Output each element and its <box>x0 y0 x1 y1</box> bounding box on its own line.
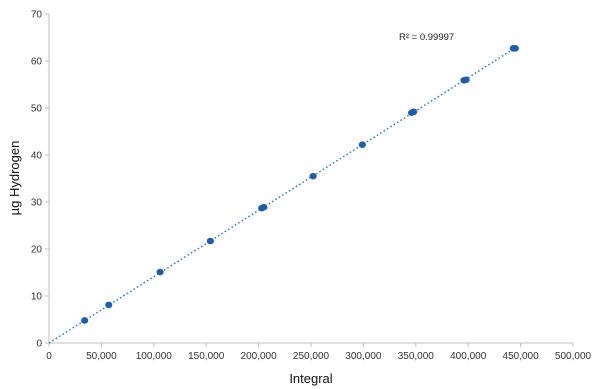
x-axis-ticks: 0 50,000 100,000 150,000 200,000 250,000 300,0… <box>46 343 592 362</box>
r-squared-annotation: R² = 0.99997 <box>399 32 454 43</box>
x-tick-label: 100,000 <box>136 351 173 362</box>
data-point <box>105 301 113 309</box>
y-axis-ticks: 0 10 20 30 40 50 60 70 <box>31 10 49 350</box>
x-tick-label: 300,000 <box>345 351 382 362</box>
y-tick-label: 0 <box>36 339 42 350</box>
data-point <box>156 268 164 276</box>
x-tick-label: 250,000 <box>293 351 330 362</box>
data-point <box>309 172 317 180</box>
data-point <box>260 203 268 211</box>
y-tick-label: 40 <box>31 151 43 162</box>
y-tick-label: 20 <box>31 245 43 256</box>
data-point <box>81 317 89 324</box>
y-tick-label: 70 <box>31 10 43 21</box>
y-axis-title: µg Hydrogen <box>7 141 22 216</box>
data-point <box>410 108 418 116</box>
trendline <box>48 47 516 344</box>
data-point <box>511 45 519 52</box>
data-point <box>206 237 214 245</box>
x-axis-title: Integral <box>289 371 332 386</box>
y-tick-label: 10 <box>31 292 43 303</box>
x-tick-label: 350,000 <box>398 351 435 362</box>
data-point <box>358 141 366 148</box>
x-tick-label: 500,000 <box>555 351 592 362</box>
x-tick-label: 400,000 <box>450 351 487 362</box>
data-point <box>462 76 470 84</box>
y-tick-label: 60 <box>31 57 43 68</box>
x-tick-label: 150,000 <box>188 351 225 362</box>
x-tick-label: 50,000 <box>86 351 117 362</box>
y-tick-label: 50 <box>31 104 43 115</box>
data-points <box>81 45 519 324</box>
x-tick-label: 450,000 <box>503 351 540 362</box>
y-tick-label: 30 <box>31 198 43 209</box>
x-tick-label: 200,000 <box>241 351 278 362</box>
x-tick-label: 0 <box>46 351 52 362</box>
